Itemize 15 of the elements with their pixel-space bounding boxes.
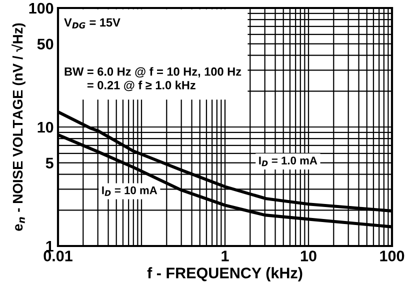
- text: I$_{D}$ = 1.0 mA: [259, 156, 318, 166]
- series-label: I$_{D}$ = 10 mA: [102, 186, 158, 196]
- x-axis-title: f - FREQUENCY (kHz): [147, 267, 302, 282]
- x-tick-label: 0.01: [44, 250, 72, 262]
- y-tick-label: 100: [29, 2, 54, 14]
- annotation: BW = 6.0 Hz @ f = 10 Hz, 100 Hz = 0.21 @ f ≥ 1.0 kHz: [64, 67, 242, 92]
- y-tick-label: 50: [37, 38, 54, 50]
- y-axis-title: e$_{n}$ - NOISE VOLTAGE (nV / √Hz): [12, 23, 26, 231]
- x-tick-label: 10: [300, 250, 316, 262]
- x-tick-label: 1: [222, 250, 229, 262]
- annotation: V$_{DG}$ = 15V: [64, 18, 120, 29]
- y-tick-label: 10: [38, 122, 54, 133]
- y-tick-label: 1: [46, 241, 54, 252]
- x-tick-label: 100: [380, 250, 404, 262]
- y-tick-label: 5: [46, 158, 54, 169]
